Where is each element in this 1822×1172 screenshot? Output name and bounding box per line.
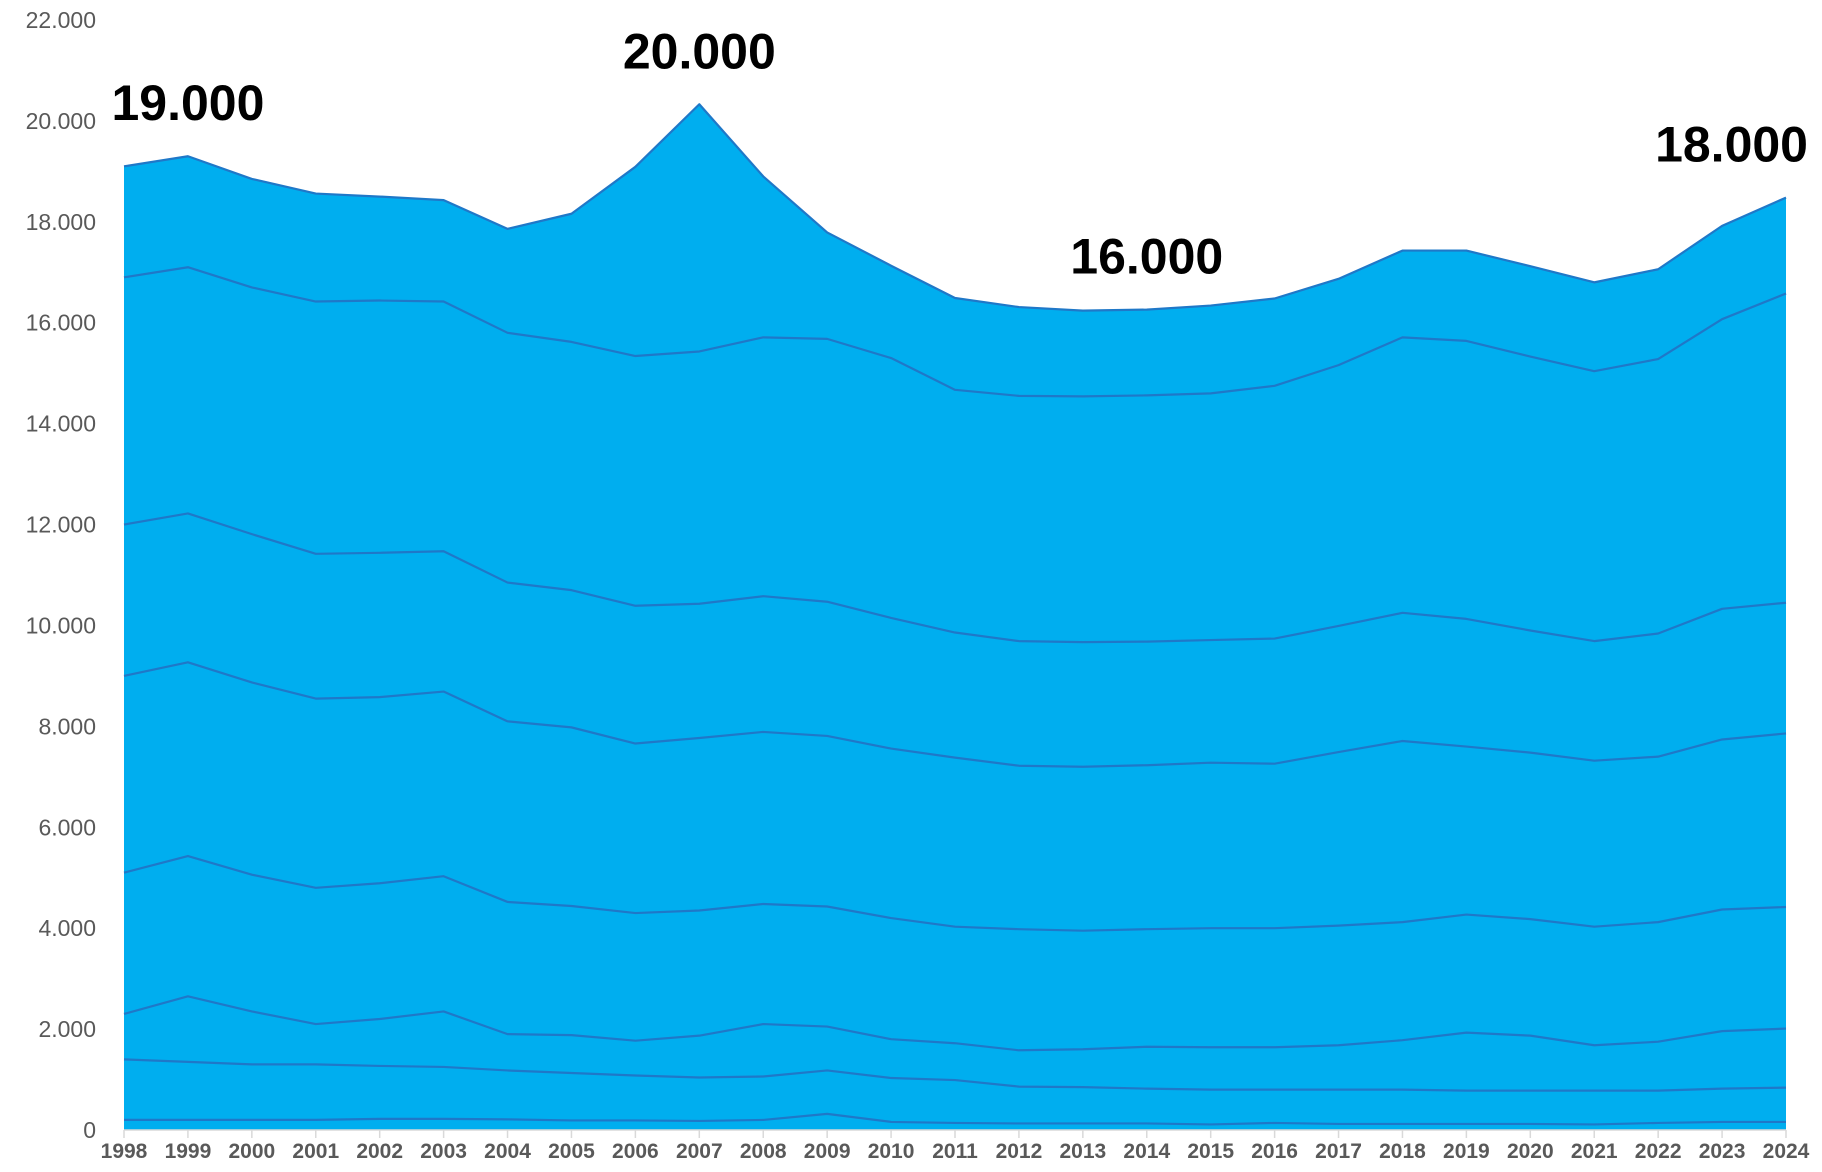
x-tick-label: 2004 [484, 1140, 531, 1163]
x-tick-label: 2015 [1187, 1140, 1234, 1163]
series-line-4 [123, 854, 1787, 932]
series-line-7 [123, 266, 1787, 398]
callout-label: 18.000 [1655, 117, 1808, 173]
y-tick-label: 4.000 [38, 915, 96, 941]
x-tick-label: 1999 [165, 1140, 212, 1163]
y-tick-label: 0 [83, 1117, 96, 1143]
y-tick-label: 6.000 [38, 814, 96, 840]
x-tick-label: 2018 [1379, 1140, 1426, 1163]
y-tick-label: 14.000 [26, 411, 96, 437]
x-tick-label: 2009 [804, 1140, 851, 1163]
series-boundary-lines [123, 103, 1787, 1126]
area-band-6 [124, 513, 1786, 767]
y-tick-label: 8.000 [38, 713, 96, 739]
x-tick-label: 2000 [228, 1140, 275, 1163]
area-band-2 [124, 1059, 1786, 1125]
series-line-1 [124, 1112, 1786, 1126]
x-tick-label: 2014 [1123, 1140, 1170, 1163]
x-tick-label: 2023 [1699, 1140, 1746, 1163]
x-tick-label: 2002 [356, 1140, 403, 1163]
x-tick-label: 2020 [1507, 1140, 1554, 1163]
x-axis-ticks: 1998 1999 2000 2001 2002 2003 2004 2005 2006 2007… [101, 1140, 1810, 1163]
x-tick-label: 2007 [676, 1140, 723, 1163]
x-tick-label: 2003 [420, 1140, 467, 1163]
series-line-3 [123, 995, 1787, 1052]
series-line-8 [123, 103, 1787, 312]
series-line-6 [123, 512, 1787, 644]
callout-label: 20.000 [623, 23, 776, 79]
x-axis [123, 1129, 1787, 1138]
area-layers [124, 104, 1786, 1130]
x-tick-label: 2013 [1059, 1140, 1106, 1163]
area-band-8 [124, 104, 1786, 397]
x-tick-label: 2001 [292, 1140, 339, 1163]
x-tick-label: 2012 [996, 1140, 1043, 1163]
callout-label: 19.000 [111, 75, 264, 131]
x-tick-label: 2008 [740, 1140, 787, 1163]
callout-label: 16.000 [1070, 229, 1223, 285]
x-tick-label: 2019 [1443, 1140, 1490, 1163]
x-tick-label: 2006 [612, 1140, 659, 1163]
area-band-1 [124, 1113, 1786, 1130]
series-line-5 [123, 661, 1787, 768]
y-tick-label: 2.000 [38, 1016, 96, 1042]
y-tick-label: 20.000 [26, 108, 96, 134]
area-band-7 [124, 267, 1786, 643]
x-tick-label: 2011 [932, 1140, 978, 1163]
x-tick-label: 2017 [1315, 1140, 1362, 1163]
x-tick-label: 2021 [1571, 1140, 1618, 1163]
series-line-2 [123, 1058, 1787, 1092]
area-band-5 [124, 662, 1786, 931]
x-tick-label: 2005 [548, 1140, 595, 1163]
x-tick-label: 2024 [1763, 1140, 1810, 1163]
y-tick-label: 10.000 [26, 612, 96, 638]
y-tick-label: 18.000 [26, 209, 96, 235]
y-tick-label: 16.000 [26, 310, 96, 336]
y-tick-label: 22.000 [26, 7, 96, 33]
y-axis-ticks: 0 2.000 4.000 6.000 8.000 10.000 12.000 14.000 1… [26, 7, 96, 1143]
callout-annotations: 19.000 20.000 16.000 18.000 [111, 23, 1808, 284]
y-tick-label: 12.000 [26, 512, 96, 538]
x-tick-label: 1998 [101, 1140, 148, 1163]
x-tick-label: 2016 [1251, 1140, 1298, 1163]
x-tick-label: 2010 [868, 1140, 915, 1163]
x-tick-label: 2022 [1635, 1140, 1682, 1163]
